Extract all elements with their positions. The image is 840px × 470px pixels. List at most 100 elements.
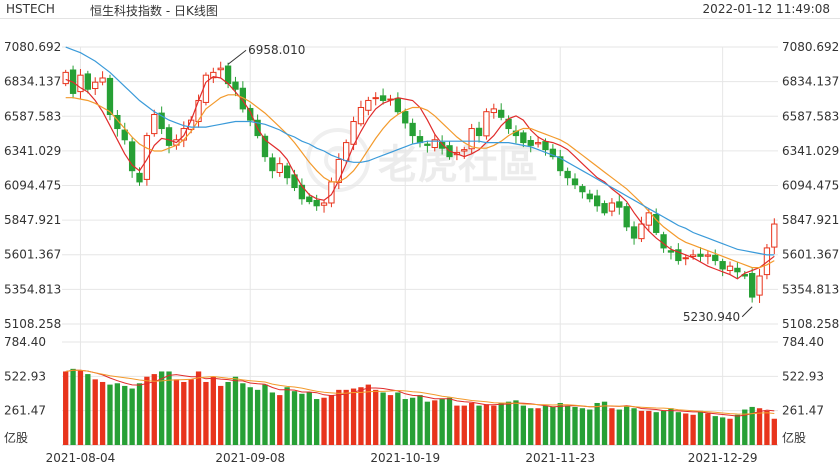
candle-body <box>498 109 505 118</box>
volume-bar <box>712 416 718 445</box>
volume-bar <box>92 379 98 445</box>
candle-body <box>630 226 638 239</box>
ma-line-ma10 <box>65 94 775 269</box>
candle-body <box>623 206 630 228</box>
y-tick-label-right: 6094.475 <box>782 179 839 193</box>
candle-body <box>438 141 446 149</box>
candle-body <box>424 143 431 146</box>
candle-body <box>84 73 91 90</box>
y-tick-label-left: 5847.921 <box>4 213 61 227</box>
volume-bar <box>284 387 290 445</box>
candle-body <box>298 184 306 200</box>
candle-body <box>689 254 697 257</box>
y-tick-label-right: 5108.258 <box>782 317 839 331</box>
candle-body <box>542 141 549 151</box>
candle-body <box>593 195 601 207</box>
volume-bar <box>594 402 600 445</box>
candle-body <box>394 97 402 113</box>
volume-bar <box>254 389 261 445</box>
candle-body <box>638 223 645 240</box>
volume-bar <box>624 405 630 445</box>
volume-bar <box>461 405 467 445</box>
volume-tick-label-left: 784.40 <box>4 335 46 349</box>
candle-body <box>402 111 409 124</box>
ma-line-ma20 <box>65 46 775 256</box>
candle-body <box>224 65 232 85</box>
x-tick-label: 2021-09-08 <box>215 451 285 465</box>
candle-body <box>114 114 121 130</box>
volume-bar <box>203 381 209 445</box>
volume-bar <box>727 418 733 445</box>
y-tick-label-right: 5354.813 <box>782 282 839 296</box>
volume-bar <box>454 405 460 445</box>
y-tick-label-left: 6587.583 <box>4 109 61 123</box>
candle-body <box>616 201 623 208</box>
volume-bar <box>63 371 69 445</box>
volume-bar <box>697 410 704 445</box>
volume-tick-label-left: 522.93 <box>4 369 46 383</box>
volume-bar <box>269 392 276 445</box>
volume-bar <box>166 371 172 445</box>
volume-bar <box>158 371 165 445</box>
candle-body <box>92 81 99 90</box>
candle-body <box>158 112 165 130</box>
volume-bar <box>107 384 113 445</box>
volume-bar <box>387 395 394 445</box>
volume-bar <box>498 402 504 445</box>
volume-bar <box>742 409 748 445</box>
volume-bar <box>771 418 777 445</box>
x-tick-label: 2021-10-19 <box>370 451 440 465</box>
candle-body <box>534 142 542 145</box>
candle-body <box>549 148 557 158</box>
volume-bar <box>402 399 408 445</box>
candle-body <box>490 108 497 114</box>
candle-body <box>328 181 335 204</box>
volume-unit-label-left: 亿股 <box>4 430 28 445</box>
volume-bar <box>151 374 157 445</box>
chart-title: 恒生科技指数 - 日K线图 <box>90 4 218 18</box>
y-tick-label-left: 5354.813 <box>4 282 61 296</box>
y-tick-label-left: 6341.029 <box>4 144 61 158</box>
candle-body <box>653 213 660 233</box>
volume-bar <box>144 376 150 445</box>
volume-bar <box>240 383 246 445</box>
candle-body <box>645 212 652 226</box>
volume-bar <box>432 400 438 445</box>
volume-bar <box>358 387 364 445</box>
chart-header: HSTECH 恒生科技指数 - 日K线图 2022-01-12 11:49:08 <box>0 0 840 19</box>
annotation-leader <box>227 49 247 65</box>
candle-body <box>306 196 313 203</box>
candle-body <box>431 139 438 149</box>
candle-body <box>313 199 320 207</box>
candle-body <box>564 170 571 179</box>
volume-tick-label-right: 261.47 <box>782 404 824 418</box>
volume-bar <box>321 397 327 445</box>
candle-body <box>283 165 291 179</box>
annotation-label: 5230.940 <box>683 310 740 324</box>
volume-bar <box>446 397 453 445</box>
y-tick-label-right: 5847.921 <box>782 213 839 227</box>
candle-body <box>712 254 719 262</box>
volume-bar <box>439 399 445 445</box>
watermark-text: 老虎社區 <box>378 142 538 188</box>
volume-bar <box>719 417 726 445</box>
volume-bar <box>483 404 490 445</box>
candle-body <box>579 186 586 193</box>
candle-body <box>734 267 741 273</box>
volume-bar <box>646 410 652 445</box>
volume-bar <box>328 395 335 445</box>
volume-bar <box>195 371 202 445</box>
volume-bar <box>114 383 121 445</box>
volume-bar <box>491 405 497 445</box>
volume-bar <box>277 395 283 445</box>
volume-bar <box>225 381 231 445</box>
candle-body <box>667 250 675 253</box>
volume-bar <box>653 412 659 445</box>
volume-bar <box>668 408 674 445</box>
volume-bar <box>409 397 416 445</box>
y-tick-label-right: 5601.367 <box>782 248 839 262</box>
volume-bar <box>749 406 755 445</box>
volume-bar <box>609 408 615 445</box>
volume-bar <box>683 413 689 445</box>
